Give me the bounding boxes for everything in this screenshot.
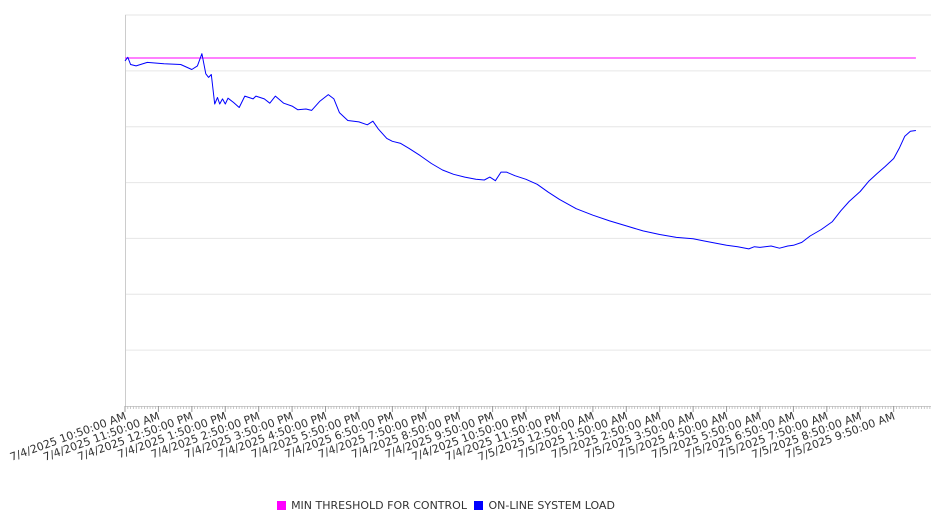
legend-swatch-system-load	[474, 500, 484, 510]
legend-item-system-load[interactable]: ON-LINE SYSTEM LOAD	[474, 498, 615, 512]
legend-swatch-min-threshold	[277, 500, 287, 510]
legend: MIN THRESHOLD FOR CONTROL ON-LINE SYSTEM…	[0, 498, 892, 512]
gridlines	[125, 14, 931, 351]
series-lines	[124, 53, 916, 250]
legend-item-min-threshold[interactable]: MIN THRESHOLD FOR CONTROL	[277, 499, 467, 512]
series-line-system-load	[124, 53, 916, 250]
legend-label-system-load: ON-LINE SYSTEM LOAD	[488, 498, 615, 512]
legend-label-min-threshold: MIN THRESHOLD FOR CONTROL	[291, 498, 467, 512]
x-tick-labels: 7/4/2025 10:50:00 AM7/4/2025 11:50:00 AM…	[8, 410, 897, 464]
axes	[124, 15, 931, 412]
